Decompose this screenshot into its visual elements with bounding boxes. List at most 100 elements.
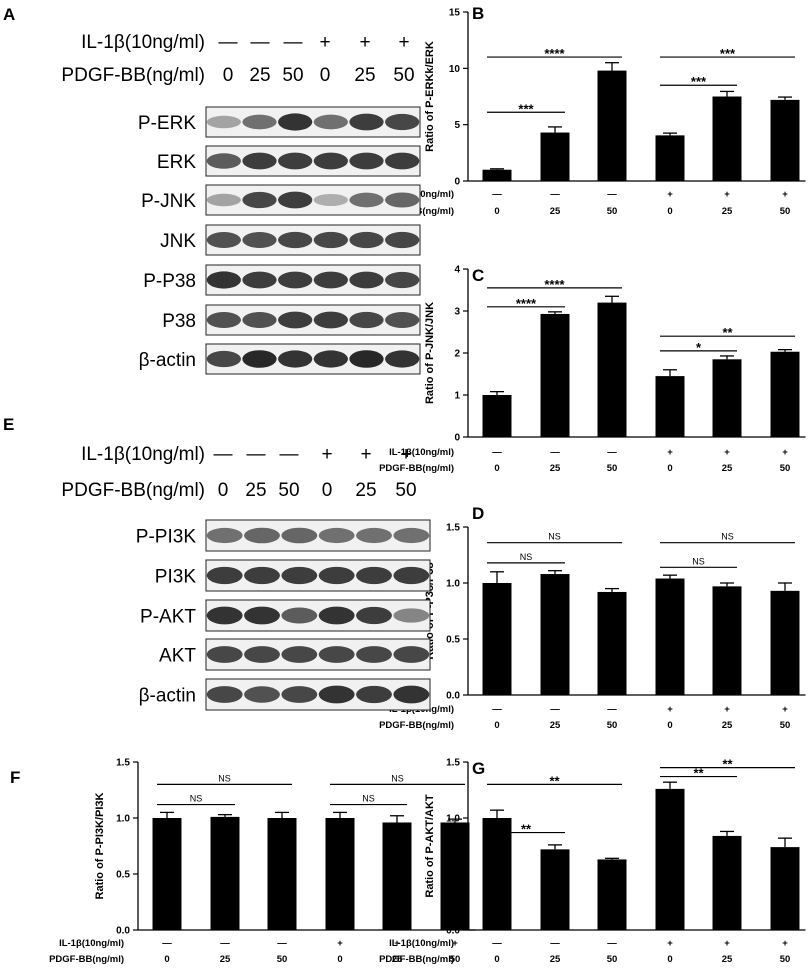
significance-label: NS bbox=[692, 556, 705, 566]
significance-label: NS bbox=[721, 532, 734, 542]
band-label: β-actin bbox=[139, 686, 196, 707]
condition-il1b-value: — bbox=[277, 938, 287, 949]
condition-label-il1b: IL-1β(10ng/ml) bbox=[389, 189, 454, 200]
condition-label-il1b: IL-1β(10ng/ml) bbox=[59, 938, 124, 949]
blot-band bbox=[313, 114, 348, 130]
significance-label: NS bbox=[391, 773, 404, 783]
y-tick-label: 1.5 bbox=[446, 523, 460, 534]
blot-band bbox=[206, 193, 241, 207]
blot-band bbox=[349, 192, 384, 208]
condition-label-il1b: IL-1β(10ng/ml) bbox=[389, 938, 454, 949]
condition-label-il1b: IL-1β(10ng/ml) bbox=[389, 447, 454, 458]
blot-band bbox=[385, 271, 420, 289]
blot-band bbox=[281, 527, 318, 544]
y-tick-label: 0.5 bbox=[116, 870, 130, 881]
condition-il1b-value: + bbox=[337, 938, 343, 949]
bar bbox=[540, 574, 570, 695]
condition-il1b-value: + bbox=[724, 189, 730, 200]
blot-band bbox=[318, 527, 355, 544]
band-label: AKT bbox=[159, 646, 196, 667]
y-tick-label: 0.5 bbox=[446, 870, 460, 881]
blot-band bbox=[206, 686, 243, 703]
blot-band bbox=[385, 312, 420, 328]
y-axis-label: Ratio of P-JNK/JNK bbox=[424, 302, 436, 404]
blot-band bbox=[313, 311, 348, 329]
band-label: P-ERK bbox=[138, 113, 196, 134]
condition-il1b-value: — bbox=[550, 447, 560, 458]
condition-pdgf-value: 25 bbox=[550, 206, 561, 217]
condition-il1b-value: + bbox=[360, 444, 371, 465]
condition-pdgf-value: 0 bbox=[322, 480, 333, 501]
blot-band bbox=[349, 113, 384, 131]
condition-pdgf-value: 50 bbox=[395, 480, 416, 501]
blot-band bbox=[318, 566, 355, 585]
significance-label: ** bbox=[693, 766, 704, 781]
significance-label: ** bbox=[549, 773, 560, 788]
condition-il1b-value: — bbox=[220, 938, 230, 949]
bar bbox=[770, 99, 800, 181]
bar bbox=[712, 359, 742, 437]
panel-label: E bbox=[3, 415, 14, 434]
condition-pdgf-value: 25 bbox=[220, 954, 231, 965]
blot-band bbox=[356, 527, 392, 544]
condition-il1b-value: + bbox=[782, 189, 788, 200]
condition-pdgf-value: 25 bbox=[722, 954, 733, 965]
condition-il1b-value: + bbox=[319, 32, 330, 53]
condition-pdgf-value: 0 bbox=[667, 463, 672, 474]
blot-strip bbox=[205, 304, 421, 336]
significance-label: NS bbox=[520, 552, 533, 562]
band-label: P-PI3K bbox=[136, 527, 197, 548]
condition-il1b-value: — bbox=[607, 938, 617, 949]
significance-label: NS bbox=[190, 794, 203, 804]
condition-pdgf-value: 25 bbox=[354, 65, 375, 86]
blot-band bbox=[278, 271, 313, 289]
condition-pdgf-value: 50 bbox=[277, 954, 288, 965]
blot-band bbox=[349, 350, 384, 368]
bar bbox=[712, 835, 742, 930]
y-tick-label: 2 bbox=[454, 349, 460, 360]
blot-band bbox=[313, 350, 348, 368]
blot-band bbox=[206, 115, 241, 129]
y-tick-label: 5 bbox=[454, 120, 460, 131]
blot-band bbox=[278, 152, 313, 170]
blot-band bbox=[393, 608, 430, 623]
condition-il1b-value: — bbox=[492, 189, 502, 200]
blot-strip bbox=[205, 106, 421, 138]
significance-label: ** bbox=[722, 757, 733, 772]
blot-band bbox=[242, 152, 277, 170]
panel-label: F bbox=[10, 768, 20, 787]
condition-label-pdgf: PDGF-BB(ng/ml) bbox=[379, 720, 454, 731]
blot-band bbox=[244, 646, 280, 663]
bar bbox=[540, 132, 570, 181]
y-tick-label: 1.5 bbox=[446, 758, 460, 769]
bar bbox=[712, 96, 742, 181]
significance-label: ** bbox=[722, 325, 733, 340]
y-axis-label: Ratio of P-AKT/AKT bbox=[424, 794, 436, 898]
blot-band bbox=[244, 686, 280, 703]
condition-pdgf-value: 50 bbox=[607, 206, 618, 217]
bar bbox=[655, 135, 685, 181]
y-tick-label: 1.5 bbox=[116, 758, 130, 769]
blot-band bbox=[206, 350, 241, 368]
significance-label: **** bbox=[516, 296, 537, 311]
blot-band bbox=[244, 566, 280, 585]
blot-band bbox=[313, 271, 348, 289]
bar bbox=[597, 591, 627, 695]
condition-pdgf-value: 25 bbox=[245, 480, 266, 501]
significance-label: NS bbox=[548, 532, 561, 542]
blot-strip bbox=[205, 145, 421, 177]
panel-label: G bbox=[472, 759, 485, 778]
significance-label: *** bbox=[518, 101, 534, 116]
bar bbox=[540, 313, 570, 437]
blot-band bbox=[206, 153, 241, 169]
blot-strip bbox=[205, 224, 421, 256]
condition-pdgf-value: 50 bbox=[393, 65, 414, 86]
condition-il1b-value: + bbox=[400, 444, 411, 465]
condition-il1b-value: — bbox=[280, 444, 299, 465]
blot-band bbox=[278, 311, 313, 329]
panel-label: D bbox=[472, 504, 484, 523]
condition-il1b-value: — bbox=[550, 189, 560, 200]
blot-band bbox=[281, 686, 318, 703]
condition-pdgf-value: 50 bbox=[282, 65, 303, 86]
